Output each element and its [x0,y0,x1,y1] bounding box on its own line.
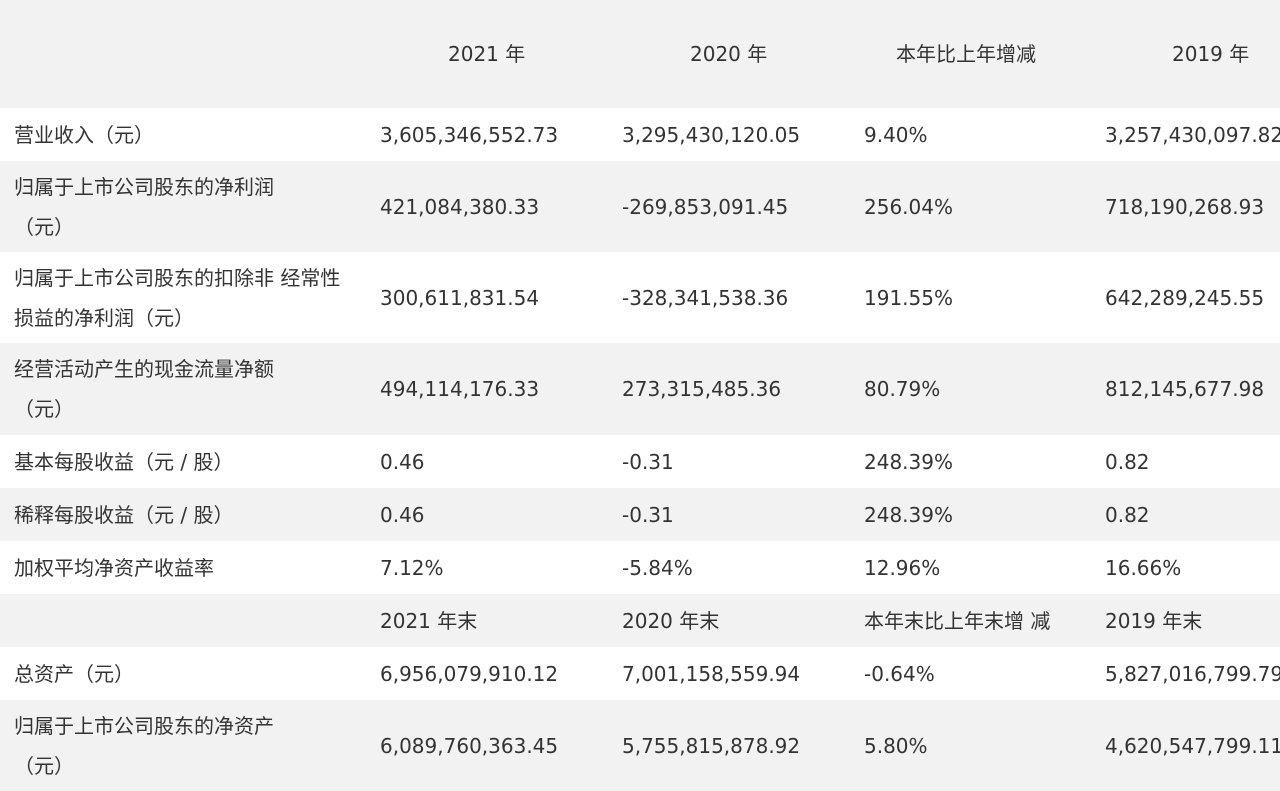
header-2020: 2020 年 [690,42,768,66]
value-change: 5.80% [864,733,928,758]
value-change: 248.39% [864,449,953,474]
value-2019: 718,190,268.93 [1105,194,1265,219]
value-2020: -328,341,538.36 [622,285,789,310]
row-label: 归属于上市公司股东的净资产（元） [14,713,274,778]
value-2020: -5.84% [622,555,693,580]
value-2020: 273,315,485.36 [622,377,782,401]
value-2020: 7,001,158,559.94 [622,661,801,686]
value-change: 191.55% [864,285,953,310]
value-change: 80.79% [864,377,941,401]
value-change: 9.40% [864,122,928,147]
value-2019: 4,620,547,799.11 [1105,733,1280,758]
subheader-2021-end: 2021 年末 [380,608,478,633]
value-2019: 3,257,430,097.82 [1105,122,1280,147]
value-2021: 6,956,079,910.12 [380,661,559,686]
value-2020: -0.31 [622,449,674,474]
value-2021: 0.46 [380,502,425,527]
table-row: 总资产（元） 6,956,079,910.12 7,001,158,559.94… [0,647,1280,700]
header-change: 本年比上年增减 [896,42,1036,66]
table-row: 归属于上市公司股东的净资产（元） 6,089,760,363.45 5,755,… [0,700,1280,791]
value-change: -0.64% [864,661,935,686]
value-2019: 16.66% [1105,555,1182,580]
value-2019: 0.82 [1105,502,1150,527]
row-label: 稀释每股收益（元 / 股） [14,502,234,527]
value-2021: 421,084,380.33 [380,194,540,219]
value-2021: 494,114,176.33 [380,377,540,401]
table-row: 归属于上市公司股东的扣除非 经常性损益的净利润（元） 300,611,831.5… [0,252,1280,343]
table-row: 稀释每股收益（元 / 股） 0.46 -0.31 248.39% 0.82 [0,488,1280,541]
value-2020: 3,295,430,120.05 [622,122,801,147]
row-label: 基本每股收益（元 / 股） [14,449,234,474]
row-label: 总资产（元） [14,661,134,686]
row-label: 加权平均净资产收益率 [14,555,214,580]
table-row: 经营活动产生的现金流量净额（元） 494,114,176.33 273,315,… [0,343,1280,435]
value-change: 256.04% [864,194,953,219]
value-2019: 642,289,245.55 [1105,285,1265,310]
row-label: 营业收入（元） [14,122,154,147]
header-2019: 2019 年 [1172,42,1250,66]
subheader-change: 本年末比上年末增 减 [864,608,1051,633]
row-label: 归属于上市公司股东的净利润（元） [14,174,274,239]
value-2021: 6,089,760,363.45 [380,733,559,758]
table-header-row: 2021 年 2020 年 本年比上年增减 2019 年 [0,0,1280,108]
value-2021: 7.12% [380,555,444,580]
value-2019: 0.82 [1105,449,1150,474]
value-2020: 5,755,815,878.92 [622,733,801,758]
row-label: 经营活动产生的现金流量净额（元） [14,357,274,421]
table-row: 归属于上市公司股东的净利润（元） 421,084,380.33 -269,853… [0,161,1280,252]
subheader-2019-end: 2019 年末 [1105,608,1203,633]
value-change: 12.96% [864,555,941,580]
table-row: 营业收入（元） 3,605,346,552.73 3,295,430,120.0… [0,108,1280,161]
value-2021: 3,605,346,552.73 [380,122,559,147]
subheader-row: 2021 年末 2020 年末 本年末比上年末增 减 2019 年末 [0,594,1280,647]
subheader-2020-end: 2020 年末 [622,608,720,633]
table-row: 基本每股收益（元 / 股） 0.46 -0.31 248.39% 0.82 [0,435,1280,488]
value-2021: 300,611,831.54 [380,285,540,310]
header-2021: 2021 年 [448,42,526,66]
value-2019: 812,145,677.98 [1105,377,1265,401]
value-change: 248.39% [864,502,953,527]
value-2020: -269,853,091.45 [622,194,789,219]
value-2019: 5,827,016,799.79 [1105,661,1280,686]
value-2021: 0.46 [380,449,425,474]
value-2020: -0.31 [622,502,674,527]
row-label: 归属于上市公司股东的扣除非 经常性损益的净利润（元） [14,265,341,330]
table-row: 加权平均净资产收益率 7.12% -5.84% 12.96% 16.66% [0,541,1280,594]
